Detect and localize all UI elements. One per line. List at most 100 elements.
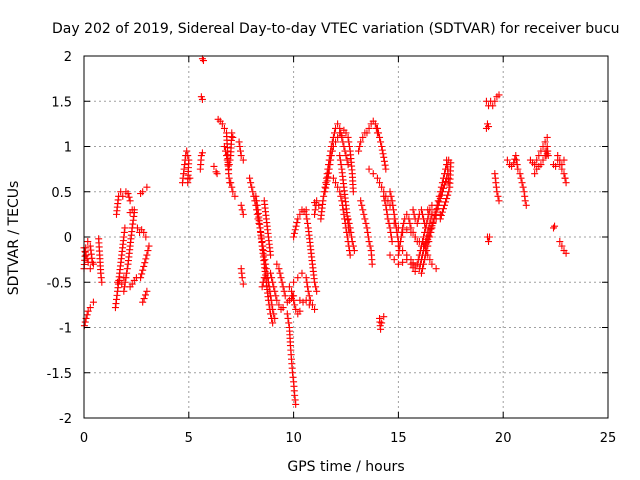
data-point — [429, 218, 437, 226]
data-point — [226, 156, 234, 164]
data-point — [384, 215, 392, 223]
data-point — [288, 287, 296, 295]
data-point — [305, 301, 313, 309]
data-point — [304, 287, 312, 295]
data-point — [133, 224, 141, 232]
data-point — [386, 224, 394, 232]
y-tick-label: 1.5 — [51, 95, 72, 110]
data-point — [365, 124, 373, 132]
data-point — [139, 266, 147, 274]
data-point — [326, 161, 334, 169]
data-point — [220, 124, 228, 132]
data-point — [556, 238, 564, 246]
data-point — [419, 210, 427, 218]
data-point — [359, 133, 367, 141]
data-point — [360, 210, 368, 218]
data-point — [442, 198, 450, 206]
data-point — [339, 138, 347, 146]
data-point — [229, 188, 237, 196]
data-point — [390, 219, 398, 227]
data-point — [399, 224, 407, 232]
data-point — [296, 307, 304, 315]
y-axis-title: SDTVAR / TECUs — [6, 181, 22, 296]
data-point — [419, 265, 427, 273]
data-point — [394, 251, 402, 259]
data-point — [434, 201, 442, 209]
data-point — [285, 319, 293, 327]
data-point — [334, 183, 342, 191]
data-point — [281, 292, 289, 300]
data-point — [533, 156, 541, 164]
x-tick-label: 10 — [285, 431, 302, 446]
data-point — [436, 195, 444, 203]
data-point — [347, 228, 355, 236]
data-point — [141, 259, 149, 267]
data-point — [342, 129, 350, 137]
data-point — [554, 152, 562, 160]
data-point — [485, 238, 493, 246]
data-point — [493, 188, 501, 196]
data-point — [428, 260, 436, 268]
data-point — [428, 222, 436, 230]
data-point — [210, 162, 218, 170]
data-point — [409, 228, 417, 236]
data-point — [289, 292, 297, 300]
data-point — [445, 188, 453, 196]
data-point — [390, 256, 398, 264]
data-point — [428, 210, 436, 218]
data-point — [253, 201, 261, 209]
data-point — [439, 205, 447, 213]
data-point — [376, 179, 384, 187]
data-point — [322, 181, 330, 189]
data-point — [183, 147, 191, 155]
data-point — [303, 215, 311, 223]
axis-ticks — [83, 55, 609, 419]
data-point — [365, 238, 373, 246]
data-point — [84, 307, 92, 315]
data-point — [362, 219, 370, 227]
data-point — [126, 197, 134, 205]
data-point — [422, 242, 430, 250]
data-point — [485, 123, 493, 131]
data-point — [550, 224, 558, 232]
data-point — [143, 251, 151, 259]
data-point — [433, 205, 441, 213]
y-tick-label: -1.5 — [47, 367, 72, 382]
data-point — [444, 191, 452, 199]
data-point — [311, 305, 319, 313]
data-point — [116, 276, 124, 284]
data-point — [560, 170, 568, 178]
data-point — [186, 174, 194, 182]
y-tick-label: -1 — [59, 322, 72, 337]
data-point — [139, 298, 147, 306]
data-point — [486, 233, 494, 241]
data-point — [551, 222, 559, 230]
data-point — [267, 269, 275, 277]
data-point — [420, 260, 428, 268]
data-point — [225, 165, 233, 173]
data-point — [519, 183, 527, 191]
data-point — [511, 155, 519, 163]
data-point — [386, 251, 394, 259]
data-point — [417, 269, 425, 277]
data-point — [338, 132, 346, 140]
data-point — [403, 251, 411, 259]
data-point — [345, 138, 353, 146]
data-point — [296, 210, 304, 218]
data-point — [221, 147, 229, 155]
y-tick-label: -0.5 — [47, 276, 72, 291]
y-tick-label: 2 — [64, 50, 72, 65]
data-point — [336, 156, 344, 164]
data-point — [302, 210, 310, 218]
data-point — [332, 138, 340, 146]
data-point — [382, 165, 390, 173]
data-point — [213, 170, 221, 178]
x-tick-label: 0 — [80, 431, 88, 446]
data-point — [396, 238, 404, 246]
data-point — [121, 278, 129, 286]
data-point — [120, 287, 128, 295]
data-point — [277, 274, 285, 282]
data-point — [121, 224, 129, 232]
data-point — [312, 283, 320, 291]
data-point — [558, 242, 566, 250]
